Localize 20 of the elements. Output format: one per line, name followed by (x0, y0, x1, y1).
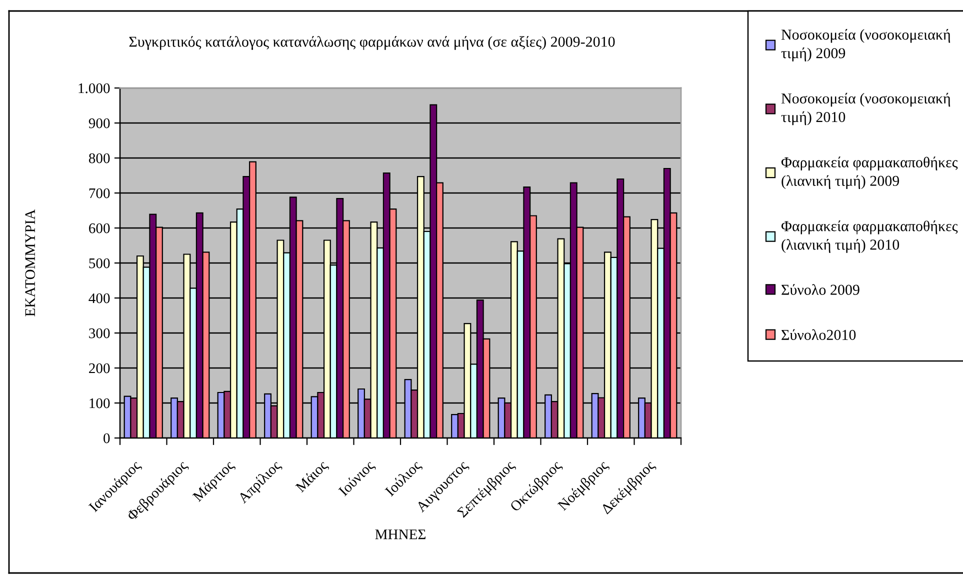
y-axis-title: ΕΚΑΤΟΜΜΥΡΙΑ (25, 209, 36, 316)
y-tick-label: 900 (88, 118, 110, 128)
legend-label: Σύνολο2010 (782, 329, 856, 340)
y-tick-label: 100 (90, 398, 110, 408)
legend-label: Νοσοκομεία (νοσοκομειακή τιμή) 2009 (781, 29, 950, 62)
y-tick-label: 500 (89, 258, 110, 268)
y-tick-label: 300 (89, 328, 110, 338)
legend-label: Σύνολο 2009 (782, 284, 860, 295)
y-tick-label: 700 (89, 188, 110, 198)
y-tick-label: 1.000 (78, 83, 110, 94)
legend-label: Φαρμακεία φαρμακαποθήκες (λιανική τιμή) 2010 (781, 220, 958, 253)
y-tick-label: 0 (104, 433, 110, 444)
y-tick-label: 200 (89, 363, 110, 374)
y-tick-label: 600 (89, 223, 110, 234)
y-tick-label: 400 (88, 293, 110, 304)
chart-title: Συγκριτικός κατάλογος κατανάλωσης φαρμάκων ανά μήνα (σε αξίες) 2009-2010 (129, 36, 615, 50)
legend-label: Νοσοκομεία (νοσοκομειακή τιμή) 2010 (781, 92, 950, 126)
legend-label: Φαρμακεία φαρμακαποθήκες (λιανική τιμή) 2009 (781, 156, 958, 189)
y-tick-label: 800 (88, 153, 110, 164)
x-axis-title: ΜΗΝΕΣ (375, 530, 426, 540)
